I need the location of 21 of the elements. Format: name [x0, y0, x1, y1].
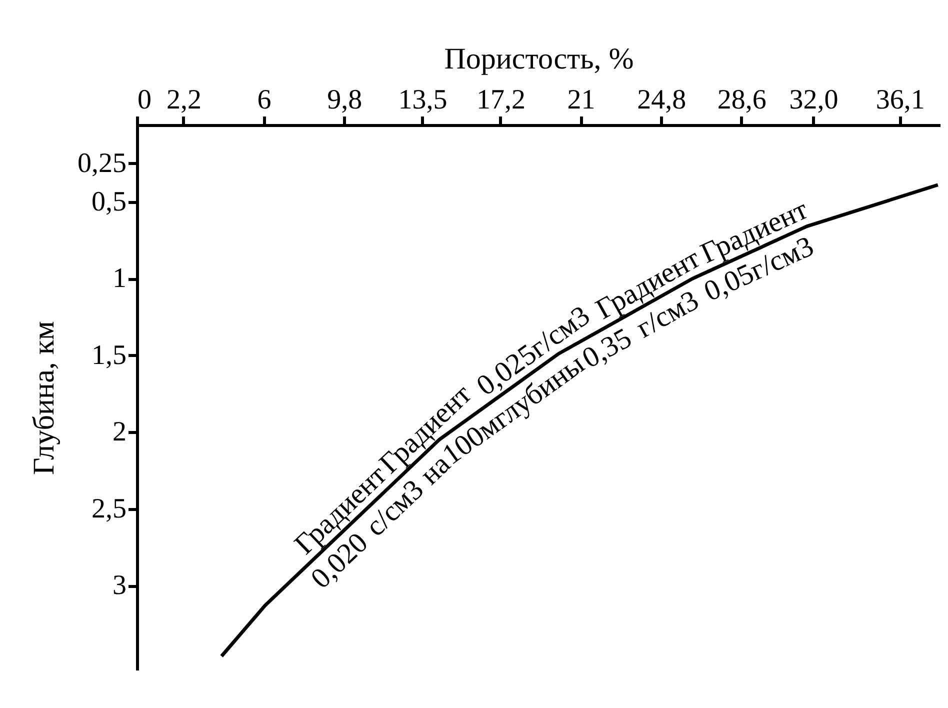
x-tick-label: 9,8: [327, 84, 362, 116]
y-tick-label: 3: [112, 570, 126, 602]
y-tick-label: 1,5: [92, 340, 126, 371]
x-tick-label: 24,8: [637, 84, 686, 116]
y-axis-title: Глубина, км: [28, 321, 60, 475]
line-series: [220, 183, 940, 658]
x-tick-label: 32,0: [789, 84, 838, 116]
x-tick-label: 36,1: [876, 84, 925, 116]
x-tick-label: 0: [138, 84, 152, 116]
x-tick-label: 21: [567, 84, 596, 116]
x-tick-label: 6: [257, 84, 272, 116]
y-tick-label: 0,5: [92, 186, 126, 218]
y-tick-label: 2,5: [92, 493, 126, 524]
x-axis-title: Пористость, %: [444, 42, 634, 76]
y-tick-label: 1: [112, 263, 126, 294]
x-tick-label: 28,6: [717, 84, 766, 116]
y-tick-label: 0,25: [78, 148, 126, 179]
y-tick-label: 2: [112, 416, 126, 448]
x-tick-label: 13,5: [398, 84, 448, 116]
x-tick-label: 17,2: [476, 84, 526, 116]
x-tick-label: 2,2: [166, 84, 202, 116]
